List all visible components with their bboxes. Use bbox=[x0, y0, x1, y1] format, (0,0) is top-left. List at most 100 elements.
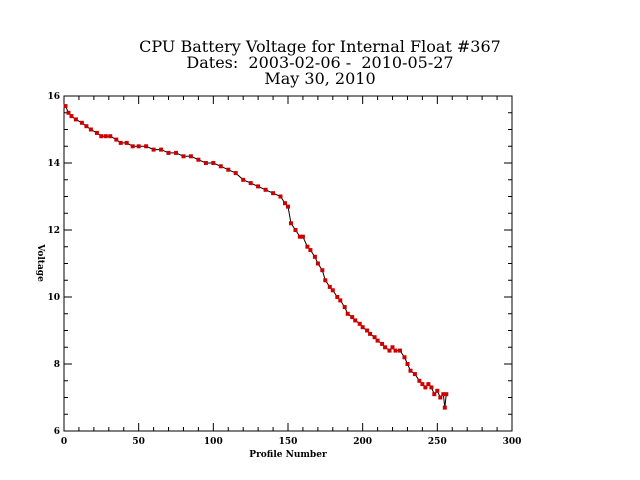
data-point bbox=[286, 204, 290, 209]
x-tick-label: 250 bbox=[428, 437, 447, 447]
data-point bbox=[375, 338, 380, 343]
data-point bbox=[94, 130, 99, 135]
data-point bbox=[103, 134, 108, 139]
y-tick-label: 6 bbox=[54, 427, 60, 437]
chart-title-line-3: May 30, 2010 bbox=[264, 69, 376, 88]
data-point bbox=[151, 147, 156, 152]
data-point bbox=[233, 171, 238, 176]
data-point bbox=[372, 335, 377, 340]
data-point bbox=[63, 104, 68, 109]
data-point bbox=[211, 161, 216, 165]
data-point bbox=[256, 184, 261, 189]
data-point bbox=[398, 348, 402, 353]
data-point bbox=[353, 318, 358, 323]
data-point bbox=[441, 392, 446, 397]
data-point bbox=[442, 405, 447, 410]
data-point bbox=[166, 150, 171, 155]
data-point bbox=[108, 134, 113, 139]
data-point bbox=[402, 355, 407, 360]
data-point bbox=[435, 388, 440, 393]
chart-title-line-1: CPU Battery Voltage for Internal Float #… bbox=[139, 37, 501, 56]
data-point bbox=[271, 191, 276, 196]
data-point bbox=[383, 345, 388, 350]
y-tick-label: 10 bbox=[47, 293, 60, 303]
data-point bbox=[432, 392, 437, 397]
data-point bbox=[315, 261, 320, 266]
data-point bbox=[241, 177, 246, 182]
data-point bbox=[360, 325, 365, 330]
data-point bbox=[350, 315, 355, 320]
data-point bbox=[181, 154, 186, 159]
data-point bbox=[196, 157, 201, 162]
data-point bbox=[393, 348, 398, 353]
data-point bbox=[390, 345, 395, 350]
data-point bbox=[130, 144, 135, 149]
data-point bbox=[289, 221, 293, 226]
data-point bbox=[218, 164, 223, 169]
x-tick-label: 200 bbox=[353, 437, 372, 447]
data-point bbox=[320, 268, 325, 273]
data-point bbox=[423, 385, 428, 390]
x-axis-title: Profile Number bbox=[249, 450, 327, 460]
data-point bbox=[426, 382, 431, 387]
x-tick-label: 0 bbox=[61, 437, 67, 447]
data-point bbox=[387, 348, 392, 353]
data-point bbox=[408, 368, 413, 373]
data-point bbox=[136, 144, 141, 149]
data-point bbox=[124, 140, 129, 145]
y-axis-title: Voltage bbox=[35, 243, 45, 282]
data-point bbox=[327, 284, 332, 289]
data-point bbox=[330, 288, 335, 293]
data-point bbox=[263, 187, 268, 192]
data-point bbox=[79, 120, 84, 125]
data-point bbox=[305, 244, 310, 249]
data-point bbox=[405, 362, 410, 366]
y-axis: 6 8 10 12 14 16 bbox=[47, 92, 512, 437]
y-tick-label: 8 bbox=[54, 360, 60, 370]
data-point bbox=[73, 117, 78, 122]
data-point bbox=[338, 298, 343, 303]
x-axis: 0 50 100 150 200 250 300 bbox=[61, 96, 521, 447]
y-tick-label: 12 bbox=[47, 226, 60, 236]
data-point bbox=[368, 331, 373, 336]
data-point bbox=[438, 395, 443, 400]
data-point bbox=[412, 372, 417, 377]
data-point bbox=[365, 328, 370, 333]
data-point bbox=[345, 311, 350, 316]
data-point bbox=[297, 234, 302, 239]
data-point bbox=[323, 278, 328, 283]
data-point bbox=[429, 385, 434, 390]
data-point bbox=[88, 127, 93, 132]
data-point bbox=[312, 254, 317, 259]
data-point bbox=[174, 150, 178, 155]
x-tick-label: 100 bbox=[204, 437, 223, 447]
x-tick-label: 150 bbox=[279, 437, 298, 447]
data-point bbox=[283, 201, 287, 206]
y-tick-label: 16 bbox=[47, 92, 60, 102]
data-point bbox=[114, 137, 119, 142]
data-point bbox=[69, 114, 74, 119]
data-point bbox=[444, 392, 449, 397]
data-point bbox=[380, 341, 385, 346]
data-point bbox=[203, 161, 208, 165]
data-point bbox=[248, 181, 253, 186]
data-point bbox=[357, 321, 362, 326]
chart-title-line-2: Dates: 2003-02-06 - 2010-05-27 bbox=[186, 53, 454, 72]
data-point bbox=[84, 124, 89, 129]
data-point bbox=[66, 110, 71, 115]
series-line bbox=[65, 105, 447, 408]
x-tick-label: 50 bbox=[132, 437, 145, 447]
data-point bbox=[300, 234, 305, 239]
data-point bbox=[226, 167, 231, 172]
data-point bbox=[293, 228, 298, 232]
data-point bbox=[278, 194, 283, 199]
data-point bbox=[335, 295, 340, 299]
data-point bbox=[144, 144, 149, 149]
series-group bbox=[63, 104, 449, 410]
data-point bbox=[417, 378, 422, 383]
data-point bbox=[159, 147, 164, 152]
data-point bbox=[118, 140, 123, 145]
data-point bbox=[420, 382, 425, 387]
